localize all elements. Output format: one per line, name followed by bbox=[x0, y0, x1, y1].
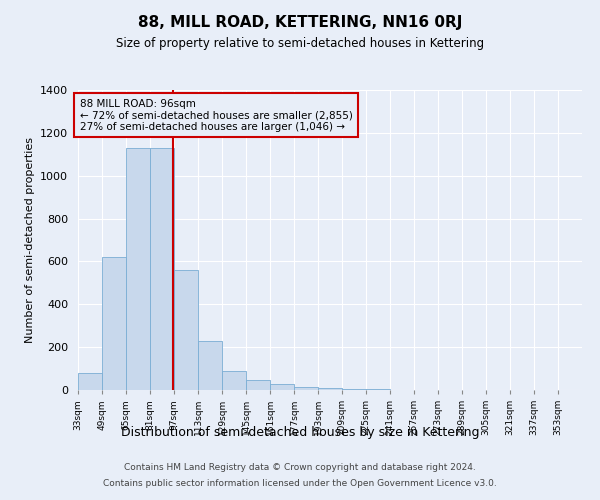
Bar bbox=[342, 389, 366, 390]
Bar bbox=[318, 388, 342, 390]
Bar bbox=[366, 389, 390, 390]
Bar bbox=[150, 148, 174, 390]
Bar bbox=[270, 384, 294, 390]
Y-axis label: Number of semi-detached properties: Number of semi-detached properties bbox=[25, 137, 35, 343]
Bar bbox=[102, 257, 126, 390]
Bar bbox=[174, 270, 198, 390]
Bar bbox=[294, 387, 318, 390]
Bar bbox=[198, 340, 222, 390]
Text: 88 MILL ROAD: 96sqm
← 72% of semi-detached houses are smaller (2,855)
27% of sem: 88 MILL ROAD: 96sqm ← 72% of semi-detach… bbox=[79, 98, 352, 132]
Text: Contains public sector information licensed under the Open Government Licence v3: Contains public sector information licen… bbox=[103, 478, 497, 488]
Text: Contains HM Land Registry data © Crown copyright and database right 2024.: Contains HM Land Registry data © Crown c… bbox=[124, 464, 476, 472]
Text: Distribution of semi-detached houses by size in Kettering: Distribution of semi-detached houses by … bbox=[121, 426, 479, 439]
Text: Size of property relative to semi-detached houses in Kettering: Size of property relative to semi-detach… bbox=[116, 38, 484, 51]
Text: 88, MILL ROAD, KETTERING, NN16 0RJ: 88, MILL ROAD, KETTERING, NN16 0RJ bbox=[138, 15, 462, 30]
Bar bbox=[78, 373, 102, 390]
Bar bbox=[222, 370, 246, 390]
Bar bbox=[126, 148, 150, 390]
Bar bbox=[246, 380, 270, 390]
